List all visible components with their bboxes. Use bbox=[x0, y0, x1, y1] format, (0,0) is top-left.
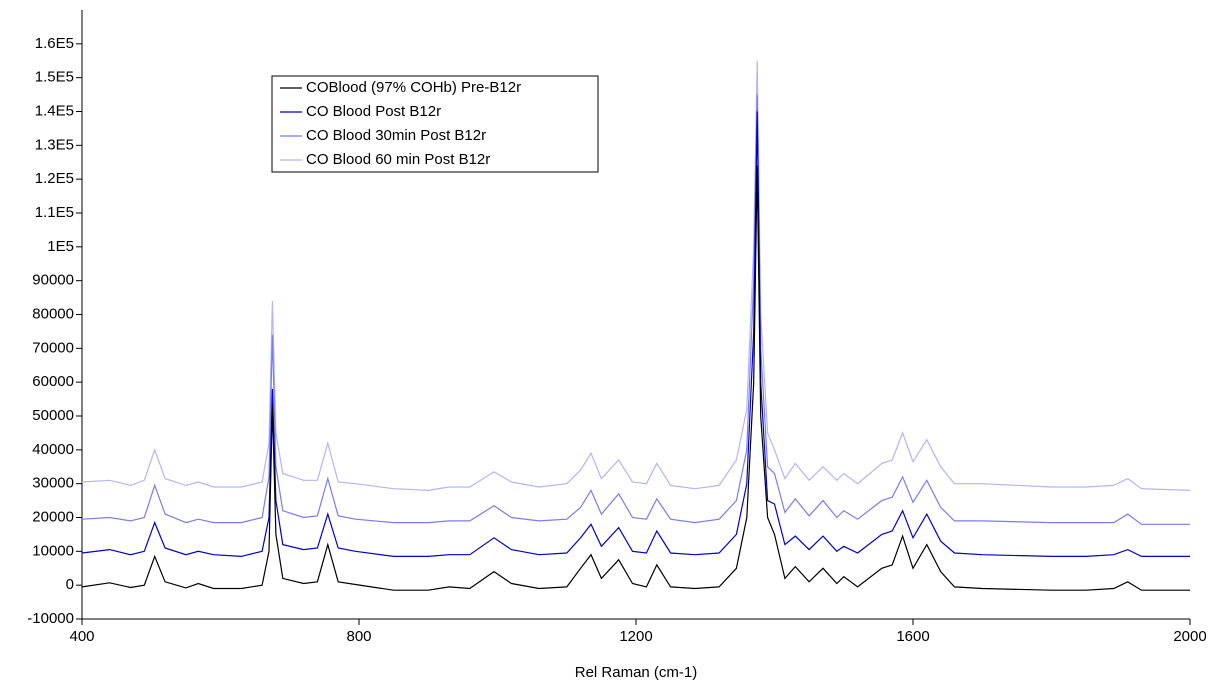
y-tick-label: 50000 bbox=[32, 407, 74, 424]
y-tick-label: 60000 bbox=[32, 373, 74, 390]
series-line bbox=[81, 165, 1190, 591]
y-tick-label: 20000 bbox=[32, 508, 74, 525]
legend-label: CO Blood Post B12r bbox=[306, 103, 441, 120]
y-tick-label: 70000 bbox=[32, 339, 74, 356]
y-tick-label: 1.2E5 bbox=[35, 170, 74, 187]
y-tick-label: 90000 bbox=[32, 272, 74, 289]
series-line bbox=[81, 60, 1191, 492]
x-tick-label: 1600 bbox=[896, 628, 929, 645]
y-tick-label: 80000 bbox=[32, 305, 74, 322]
y-tick-label: 10000 bbox=[32, 542, 74, 559]
y-tick-label: 1.4E5 bbox=[35, 102, 74, 119]
series-line bbox=[81, 94, 1190, 525]
legend-box bbox=[271, 75, 599, 173]
x-tick-label: 2000 bbox=[1173, 628, 1206, 645]
x-axis-label: Rel Raman (cm-1) bbox=[575, 664, 698, 681]
y-tick-label: 1.5E5 bbox=[35, 69, 74, 86]
series-line bbox=[81, 111, 1190, 558]
x-tick-label: 400 bbox=[69, 628, 94, 645]
legend-label: CO Blood 30min Post B12r bbox=[306, 127, 486, 144]
x-tick-label: 800 bbox=[346, 628, 371, 645]
y-tick-label: -10000 bbox=[27, 610, 74, 627]
legend-label: CO Blood 60 min Post B12r bbox=[306, 151, 490, 168]
y-tick-label: 40000 bbox=[32, 441, 74, 458]
y-tick-label: 1E5 bbox=[47, 238, 74, 255]
y-tick-label: 1.3E5 bbox=[35, 136, 74, 153]
y-tick-label: 30000 bbox=[32, 475, 74, 492]
y-tick-label: 1.6E5 bbox=[35, 35, 74, 52]
y-tick-label: 0 bbox=[66, 576, 74, 593]
x-tick-label: 1200 bbox=[619, 628, 652, 645]
y-tick-label: 1.1E5 bbox=[35, 204, 74, 221]
legend-label: COBlood (97% COHb) Pre-B12r bbox=[306, 79, 521, 96]
